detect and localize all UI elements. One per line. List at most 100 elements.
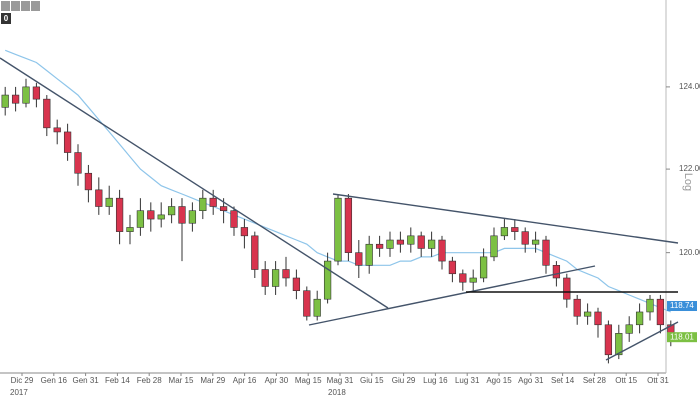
candle-body xyxy=(209,197,217,207)
candle-body xyxy=(32,86,41,100)
candle-body xyxy=(375,243,384,249)
candle-body xyxy=(542,239,550,266)
candle-body xyxy=(417,235,425,249)
candle-body xyxy=(147,210,155,220)
tool-button[interactable] xyxy=(11,1,20,11)
x-tick-label: Apr 30 xyxy=(265,376,289,385)
candle-body xyxy=(344,197,353,253)
x-tick-label: Mag 31 xyxy=(327,376,354,385)
candle-body xyxy=(43,98,51,129)
x-tick-label: Ago 31 xyxy=(518,376,544,385)
tool-button[interactable] xyxy=(31,1,40,11)
x-tick-label: Lug 31 xyxy=(455,376,480,385)
candle-body xyxy=(615,333,623,356)
candle-body xyxy=(552,265,561,279)
toolbar: 0 xyxy=(1,1,40,24)
scale-label: Log xyxy=(682,173,694,191)
x-tick-label: Mar 15 xyxy=(169,376,194,385)
candle-body xyxy=(251,235,259,270)
x-tick-label: Feb 28 xyxy=(137,376,162,385)
candle-body xyxy=(115,197,124,232)
candle-body xyxy=(407,235,415,245)
candle-body xyxy=(292,277,301,292)
price-tag-label: 118.74 xyxy=(670,301,694,310)
x-tick-label: Mag 15 xyxy=(295,376,322,385)
candle-body xyxy=(396,239,405,245)
candles xyxy=(1,78,675,364)
x-tick-label: Gen 31 xyxy=(72,376,99,385)
badge-box[interactable] xyxy=(1,13,11,24)
x-tick-label: Ago 15 xyxy=(486,376,512,385)
candle-body xyxy=(282,269,290,279)
candle-body xyxy=(1,94,9,108)
tool-button[interactable] xyxy=(21,1,30,11)
candle-body xyxy=(438,239,446,262)
candle-body xyxy=(511,227,519,232)
candle-body xyxy=(313,298,321,317)
x-tick-label: Giu 29 xyxy=(392,376,416,385)
candle-body xyxy=(167,206,176,216)
candle-body xyxy=(365,243,373,266)
x-tick-label: Ott 31 xyxy=(647,376,669,385)
candle-body xyxy=(178,206,186,224)
candle-body xyxy=(22,86,30,104)
candle-body xyxy=(126,227,134,232)
candle-body xyxy=(261,269,269,287)
price-tag xyxy=(667,332,697,343)
candle-body xyxy=(74,152,82,174)
candle-body xyxy=(625,324,633,334)
x-tick-label: Feb 14 xyxy=(105,376,130,385)
candle-body xyxy=(479,256,488,279)
badge-text: 0 xyxy=(4,14,9,23)
x-tick-label: Ott 15 xyxy=(615,376,637,385)
price-tag xyxy=(667,301,697,312)
candle-body xyxy=(53,127,61,133)
x-tick-label: Mar 29 xyxy=(200,376,225,385)
y-tick-label: 124.00 xyxy=(679,82,700,91)
candle-body xyxy=(469,277,477,283)
candle-body xyxy=(11,94,20,104)
candle-body xyxy=(656,298,665,326)
candle-body xyxy=(323,260,332,300)
candle-body xyxy=(240,227,249,237)
moving-average xyxy=(4,49,672,313)
candle-body xyxy=(563,277,571,300)
x-tick-label: Giu 15 xyxy=(360,376,384,385)
candle-body xyxy=(157,214,165,220)
y-tick-label: 122.00 xyxy=(679,164,700,173)
candle-body xyxy=(188,210,197,224)
candle-body xyxy=(303,290,311,317)
price-tag-label: 118.01 xyxy=(670,332,694,341)
candle-body xyxy=(521,231,529,245)
candle-body xyxy=(573,298,581,317)
candle-body xyxy=(448,260,457,275)
trendline xyxy=(308,265,596,326)
candle-body xyxy=(355,252,363,266)
trendlines xyxy=(0,57,679,361)
candle-body xyxy=(646,298,654,313)
candle-body xyxy=(84,172,93,191)
tool-button[interactable] xyxy=(1,1,10,11)
x-tick-label: Set 28 xyxy=(583,376,607,385)
x-tick-label: Dic 29 xyxy=(11,376,34,385)
candle-body xyxy=(427,239,436,249)
candle-body xyxy=(490,235,498,258)
candle-body xyxy=(386,239,394,249)
candle-body xyxy=(334,197,342,262)
candle-body xyxy=(635,311,644,326)
year-label: 2017 xyxy=(10,388,28,397)
candle-body xyxy=(219,206,228,212)
year-label: 2018 xyxy=(328,388,346,397)
y-tick-label: 120.00 xyxy=(679,248,700,257)
x-tick-label: Lug 16 xyxy=(423,376,448,385)
x-tick-label: Apr 16 xyxy=(233,376,257,385)
x-tick-label: Gen 16 xyxy=(41,376,68,385)
x-tick-label: Set 14 xyxy=(551,376,575,385)
candle-body xyxy=(583,311,592,317)
trendline xyxy=(605,321,679,361)
candle-body xyxy=(136,210,145,228)
trendline xyxy=(0,57,389,309)
candle-body xyxy=(271,269,280,287)
